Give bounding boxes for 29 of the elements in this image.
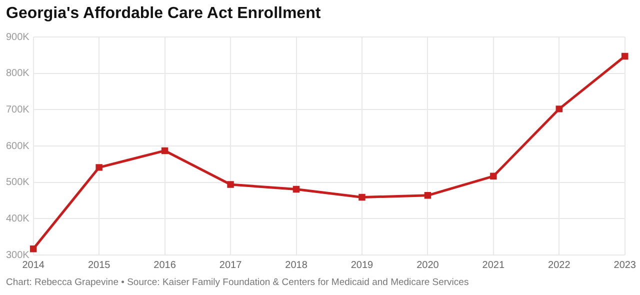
x-tick-label: 2021 [482, 260, 505, 271]
point [490, 172, 497, 180]
x-tick-label: 2014 [22, 260, 45, 271]
x-tick-label: 2016 [154, 260, 176, 271]
x-tick-label: 2015 [88, 260, 111, 271]
point [30, 245, 37, 252]
y-tick-label: 400K [6, 213, 30, 224]
x-tick-label: 2017 [219, 260, 242, 271]
point [424, 192, 432, 199]
point [358, 194, 366, 201]
x-tick-label: 2018 [285, 260, 308, 271]
point [622, 52, 628, 60]
y-tick-label: 500K [6, 177, 30, 188]
point [96, 164, 102, 171]
text: Chart: Rebecca Grapevine • Source: Kaiser Family Foundation & Centers for Medicaid and Medicare Services [6, 277, 470, 288]
point [161, 147, 168, 154]
y-tick-label: 300K [6, 250, 30, 261]
y-tick-label: 700K [6, 104, 30, 116]
y-tick-label: 900K [6, 32, 30, 43]
x-tick-label: 2022 [548, 260, 571, 271]
x-tick-label: 2019 [350, 260, 374, 271]
chart-title: Georgia's Affordable Care Act Enrollment [6, 5, 322, 24]
y-tick-label: 800K [6, 68, 30, 80]
point [556, 106, 563, 112]
x-tick-label: 2020 [416, 260, 440, 271]
point [292, 186, 300, 193]
y-tick-label: 600K [6, 140, 30, 152]
x-tick-label: 2023 [614, 260, 636, 271]
point [227, 181, 234, 188]
